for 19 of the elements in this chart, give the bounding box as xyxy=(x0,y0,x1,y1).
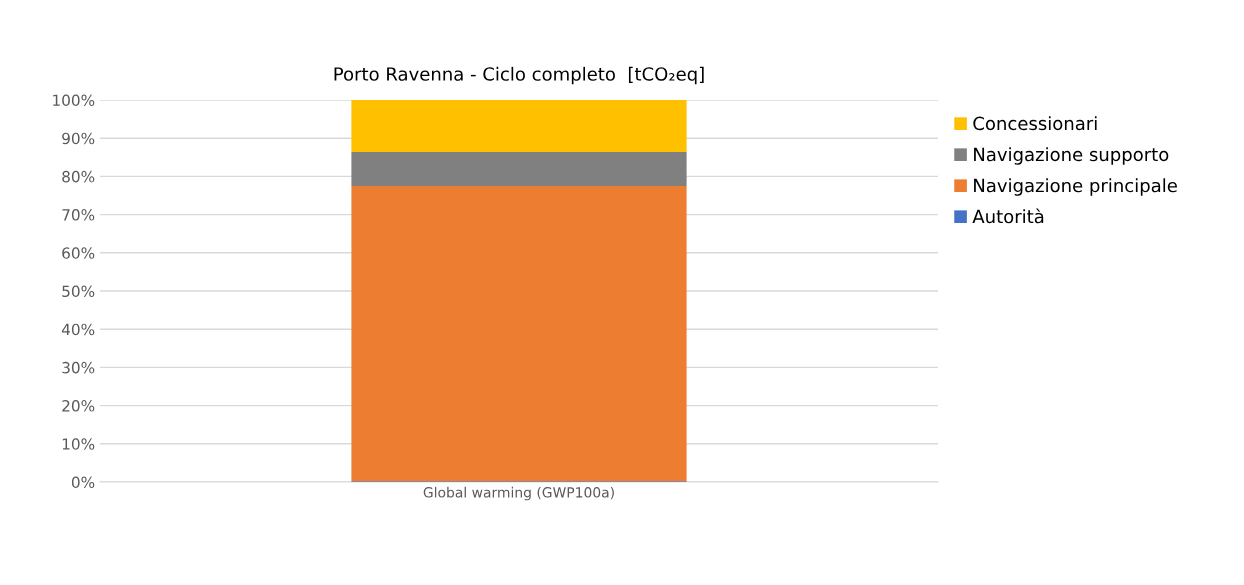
chart-title: Porto Ravenna - Ciclo completo [tCO₂eq] xyxy=(334,66,704,85)
x-tick-label: Global warming (GWP100a) xyxy=(423,486,614,501)
y-tick-label: 60% xyxy=(62,247,95,259)
legend-label: Navigazione principale xyxy=(974,178,1177,196)
bar xyxy=(351,100,687,152)
y-tick-label: 100% xyxy=(53,94,95,107)
y-tick-label: 50% xyxy=(62,285,95,298)
legend-label: Autorità xyxy=(972,208,1044,224)
y-tick-label: 90% xyxy=(62,132,95,145)
y-tick-label: 40% xyxy=(61,323,95,336)
y-tick-label: 30% xyxy=(62,361,95,374)
legend-label: Concessionari xyxy=(973,116,1097,131)
y-tick-label: 80% xyxy=(62,170,95,183)
y-tick-label: 70% xyxy=(62,209,95,221)
y-tick-label: 0% xyxy=(71,476,95,489)
bar xyxy=(351,151,687,186)
y-tick-label: 20% xyxy=(62,400,95,412)
y-tick-label: 10% xyxy=(62,438,95,450)
legend-label: Navigazione supporto xyxy=(974,147,1169,165)
